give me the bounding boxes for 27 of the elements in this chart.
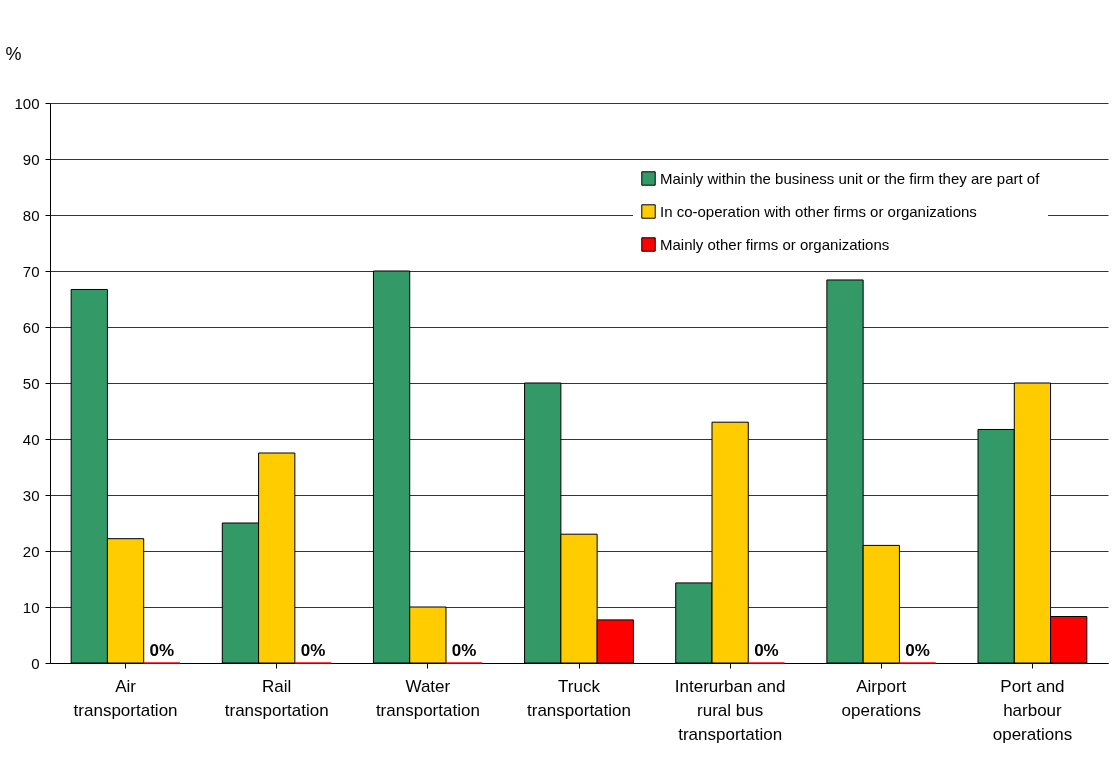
x-tick-label: Interurban and rural bus transportation — [674, 676, 786, 744]
y-tick-label: 80 — [22, 206, 40, 224]
y-tick-label: 70 — [22, 262, 40, 280]
x-tick-label: Port and harbour operations — [992, 676, 1073, 744]
data-label: 0% — [300, 641, 326, 660]
data-label: 0% — [149, 641, 175, 660]
y-tick-label: 20 — [22, 542, 40, 560]
legend-label: Mainly within the business unit or the firm they are part of — [660, 169, 1041, 187]
x-tick-label: Rail transportation — [224, 676, 329, 720]
y-tick-label: 0 — [31, 654, 40, 672]
data-label: 0% — [451, 641, 477, 660]
x-tick-label: Air transportation — [73, 676, 178, 720]
y-tick-label: 40 — [22, 430, 40, 448]
x-tick-label: Truck transportation — [527, 676, 631, 720]
legend-label: In co-operation with other firms or organizations — [660, 202, 977, 220]
data-label: 0% — [905, 641, 930, 660]
y-tick-label: 30 — [22, 486, 40, 504]
y-tick-label: 10 — [22, 598, 40, 616]
y-tick-label: 60 — [22, 318, 40, 336]
x-tick-label: Water transportation — [375, 676, 480, 720]
y-tick-label: 90 — [22, 150, 40, 168]
y-axis-title: % — [5, 43, 22, 64]
data-label: 0% — [754, 641, 779, 660]
x-tick-label: Airport operations — [841, 676, 921, 720]
legend-label: Mainly other firms or organizations — [660, 235, 890, 253]
y-tick-label: 100 — [14, 94, 40, 112]
y-tick-label: 50 — [22, 374, 40, 392]
